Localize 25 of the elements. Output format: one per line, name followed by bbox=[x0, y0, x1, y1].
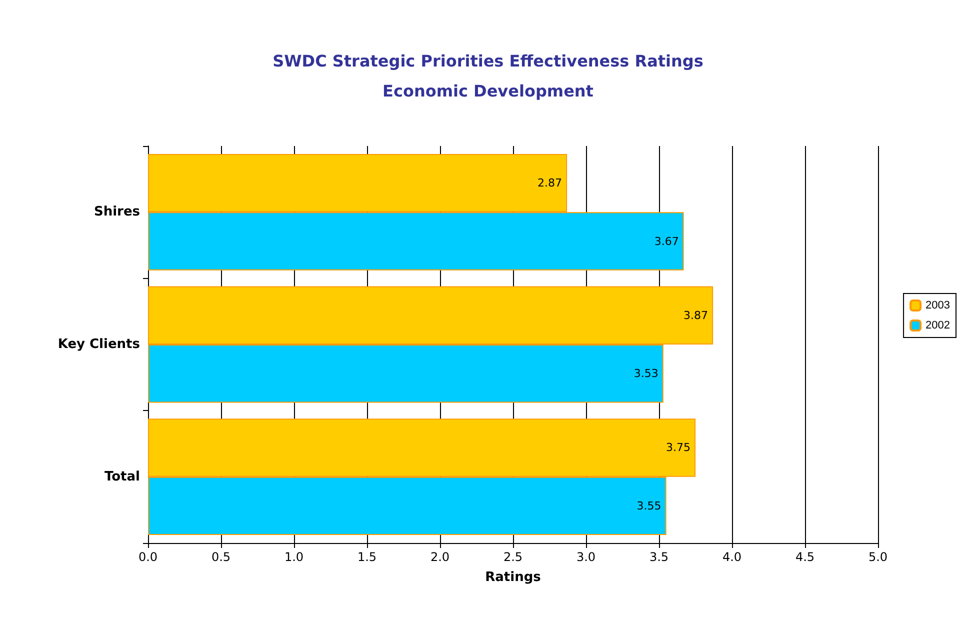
x-tick-label: 1.5 bbox=[357, 550, 377, 564]
x-tick-label: 0.0 bbox=[138, 550, 158, 564]
data-label: 2.87 bbox=[538, 176, 562, 190]
x-axis-title: Ratings bbox=[485, 570, 542, 585]
chart-subtitle: Economic Development bbox=[382, 82, 594, 100]
legend-label: 2002 bbox=[926, 320, 950, 332]
data-label: 3.67 bbox=[654, 234, 679, 248]
x-tick-label: 3.0 bbox=[576, 550, 596, 564]
legend-label: 2003 bbox=[926, 300, 950, 312]
data-label: 3.75 bbox=[666, 441, 690, 454]
y-tick-label: Key Clients bbox=[58, 337, 140, 352]
y-tick-label: Total bbox=[104, 469, 140, 484]
x-tick-label: 4.0 bbox=[722, 550, 742, 564]
x-tick-label: 0.5 bbox=[211, 550, 231, 564]
data-label: 3.55 bbox=[636, 499, 662, 512]
x-tick-label: 5.0 bbox=[868, 550, 888, 564]
data-label: 3.53 bbox=[634, 367, 658, 380]
x-tick-label: 2.5 bbox=[503, 550, 523, 564]
x-tick-label: 1.0 bbox=[284, 550, 304, 564]
chart-title: SWDC Strategic Priorities Effectiveness Ratings bbox=[272, 52, 704, 70]
x-tick-label: 4.5 bbox=[795, 550, 815, 564]
x-tick-label: 2.0 bbox=[430, 550, 450, 564]
data-label: 3.87 bbox=[684, 308, 708, 322]
x-tick-label: 3.5 bbox=[649, 550, 669, 564]
y-tick-label: Shires bbox=[94, 204, 140, 220]
